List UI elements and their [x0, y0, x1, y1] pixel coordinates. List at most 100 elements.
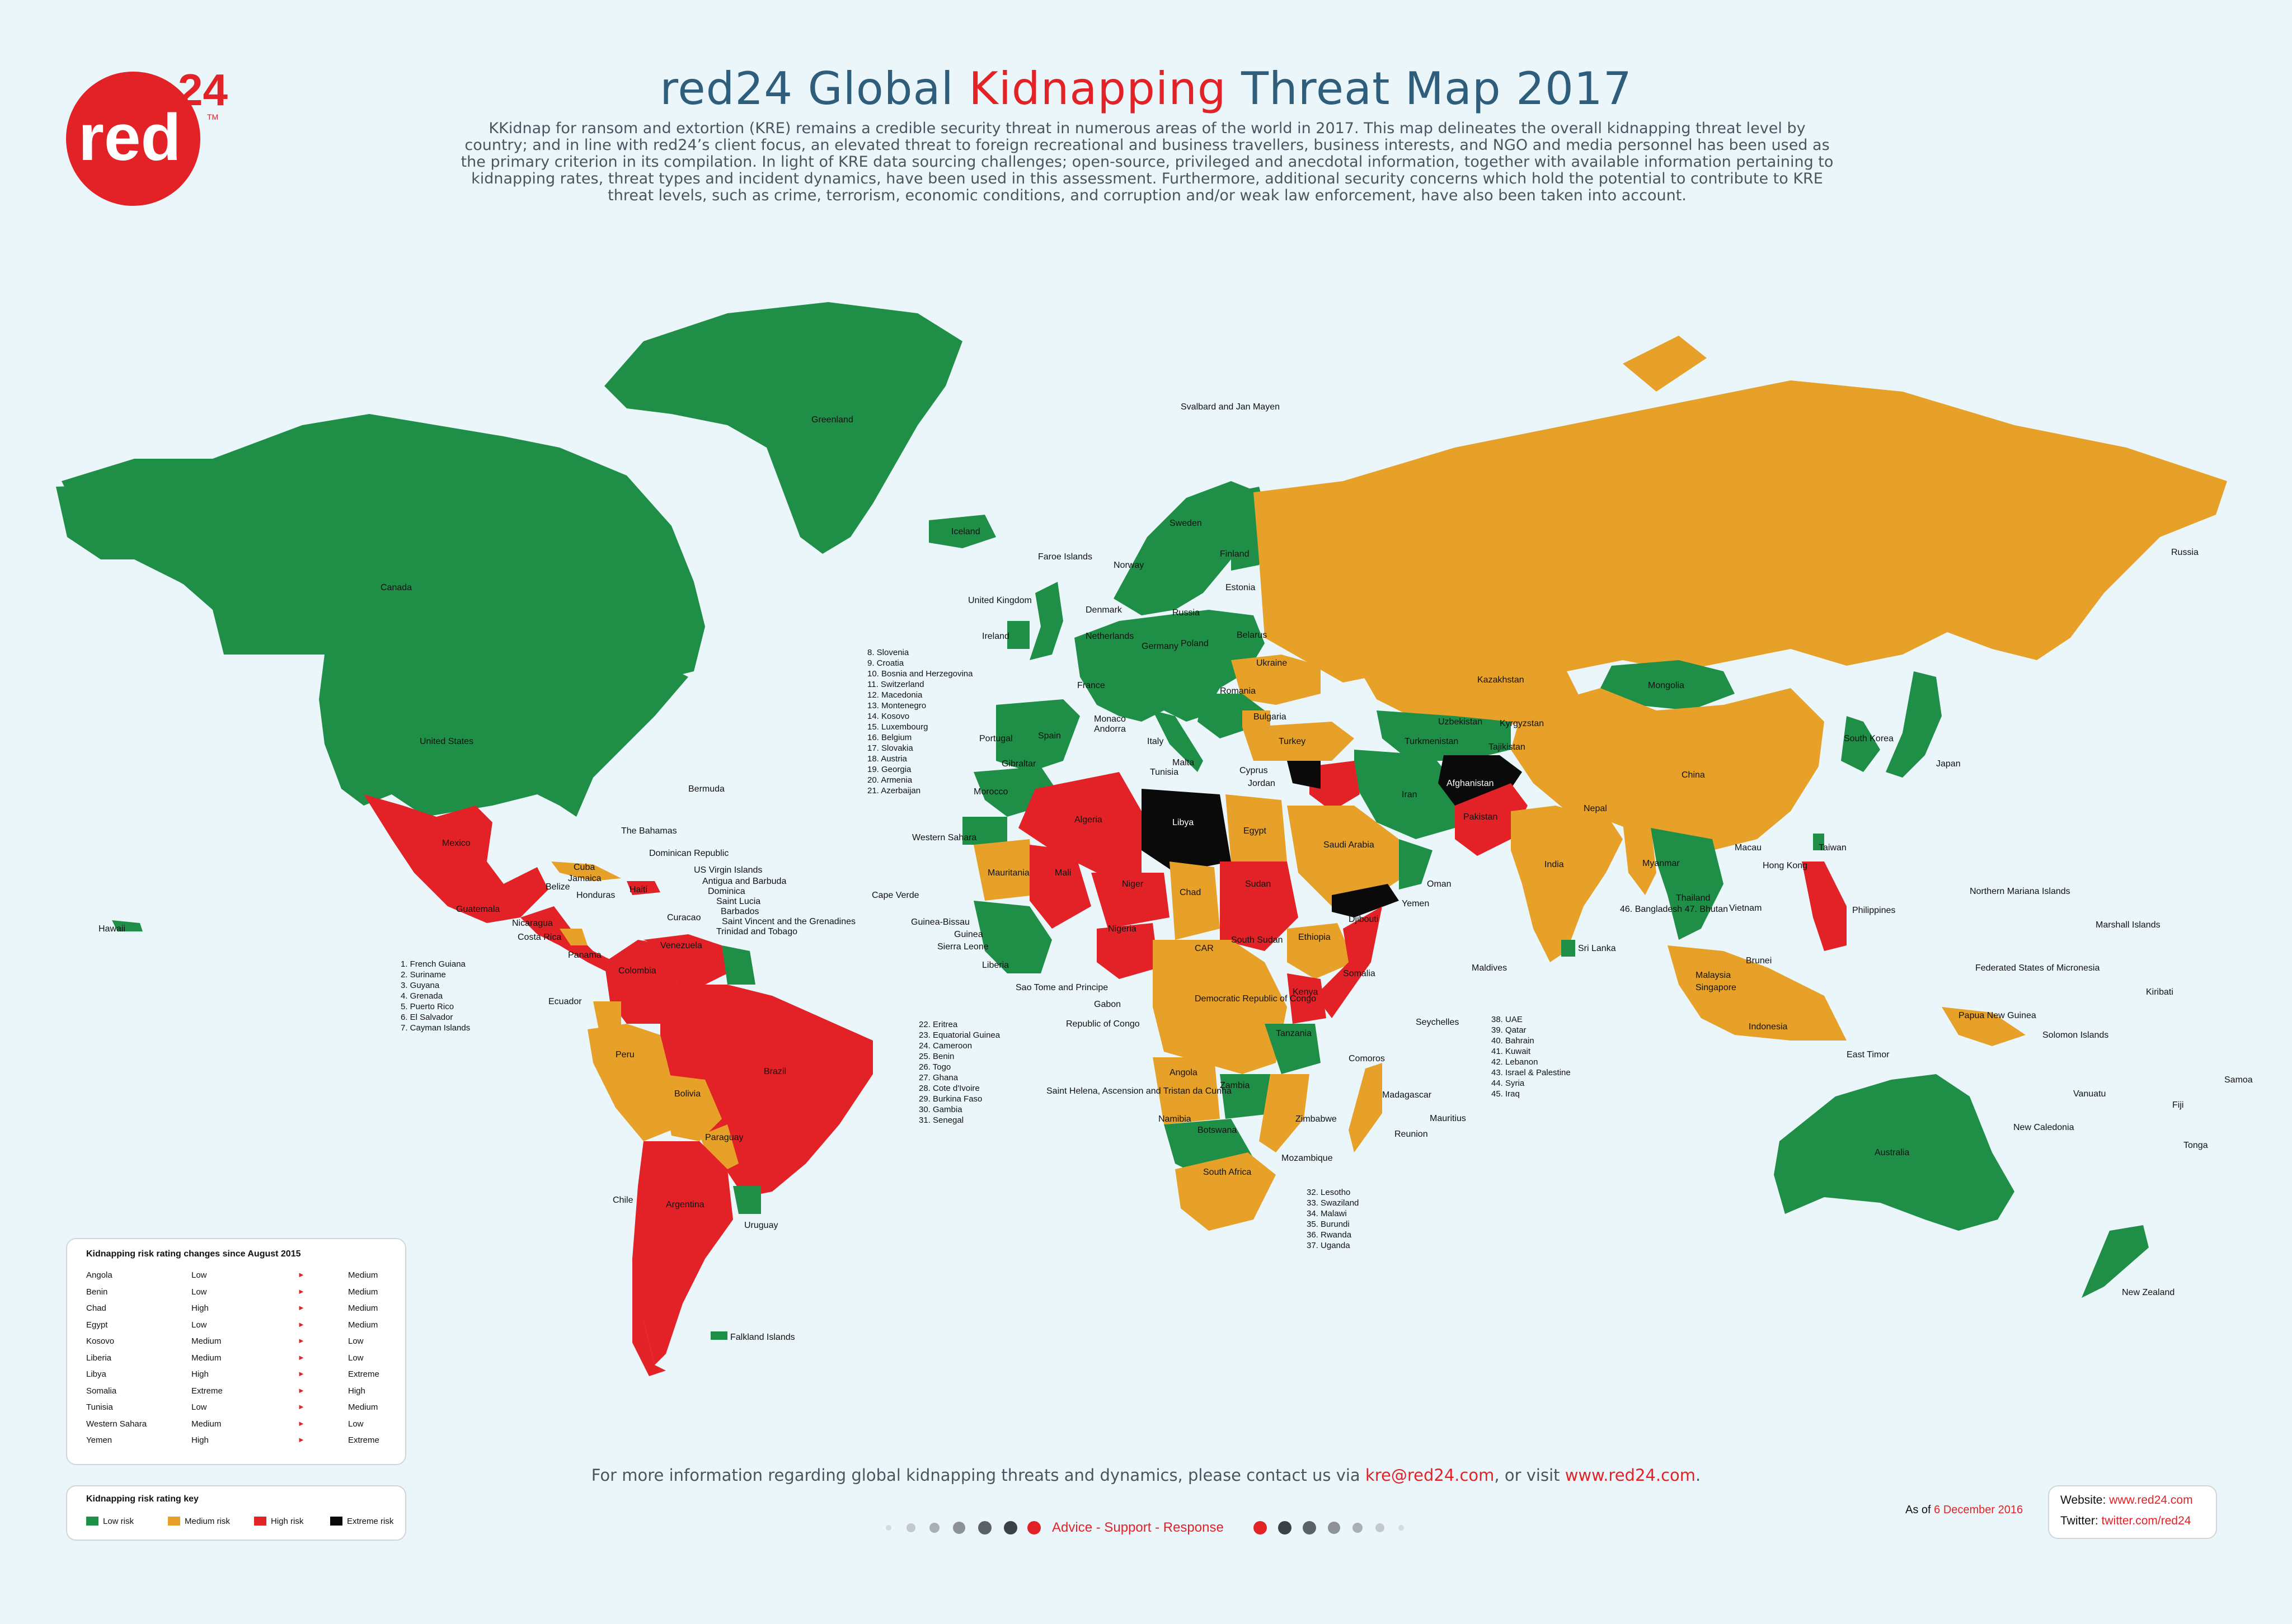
uruguay-shape [733, 1186, 761, 1214]
turkey-shape [1242, 722, 1354, 761]
iran-shape [1354, 750, 1455, 839]
risk-change-country: Chad [86, 1303, 106, 1313]
label-libya: Libya [1172, 818, 1194, 827]
risk-change-from: Low [191, 1270, 207, 1280]
label-liberia: Liberia [982, 961, 1009, 970]
label-uruguay: Uruguay [744, 1221, 778, 1230]
label-saudi-arabia: Saudi Arabia [1323, 840, 1374, 850]
arrow-right-icon: ► [298, 1369, 305, 1378]
label-botswana: Botswana [1197, 1126, 1237, 1135]
mozambique-shape [1259, 1074, 1309, 1152]
map-labels: Greenland Canada United States Hawaii Be… [98, 402, 2253, 1342]
logo-super: 24 [178, 66, 228, 115]
arrow-right-icon: ► [298, 1303, 305, 1312]
key-low: Low risk [86, 1517, 134, 1526]
website-link[interactable]: www.red24.com [1565, 1466, 1696, 1485]
label-us-virgin-islands: US Virgin Islands [694, 865, 762, 875]
label-marshall: Marshall Islands [2096, 920, 2161, 930]
mongolia-shape [1600, 660, 1735, 710]
label-car: CAR [1195, 944, 1214, 953]
risk-change-from: Low [191, 1287, 207, 1297]
label-micronesia: Federated States of Micronesia [1975, 963, 2100, 973]
label-fiji: Fiji [2172, 1100, 2183, 1110]
label-honduras: Honduras [576, 891, 615, 900]
arrow-right-icon: ► [298, 1336, 305, 1345]
label-india: India [1544, 860, 1564, 869]
label-chile: Chile [613, 1195, 633, 1205]
label-tanzania: Tanzania [1276, 1029, 1312, 1038]
label-trinidad: Trinidad and Tobago [716, 927, 797, 936]
paraguay-shape [699, 1124, 739, 1175]
label-poland: Poland [1181, 639, 1209, 648]
label-paraguay: Paraguay [705, 1133, 744, 1142]
label-hong-kong: Hong Kong [1763, 861, 1807, 870]
label-united-states: United States [420, 737, 473, 746]
label-papua: Papua New Guinea [1958, 1011, 2036, 1020]
cuba-shape [551, 862, 621, 881]
peru-shape [588, 1024, 671, 1141]
label-maldives: Maldives [1472, 963, 1507, 973]
label-zimbabwe: Zimbabwe [1295, 1114, 1337, 1124]
risk-change-to: Medium [348, 1303, 378, 1313]
label-kyrgyzstan: Kyrgyzstan [1500, 719, 1544, 728]
bulgaria-shape [1242, 710, 1270, 727]
risk-change-from: High [191, 1303, 209, 1313]
argentina-shape [644, 1141, 733, 1365]
contact-box: Website: www.red24.com Twitter: twitter.… [2048, 1485, 2217, 1539]
risk-change-to: Low [348, 1353, 364, 1363]
colombia-shape [604, 940, 677, 1024]
label-sri-lanka: Sri Lanka [1578, 944, 1616, 953]
russia-shape [1253, 380, 2227, 682]
korea-japan-shape [1841, 716, 1880, 772]
logo-tm: TM [207, 112, 218, 121]
risk-change-from: Medium [191, 1419, 222, 1429]
label-somalia: Somalia [1343, 969, 1375, 978]
label-barbados: Barbados [721, 907, 759, 916]
risk-change-row: Libya High ► Extreme [86, 1369, 400, 1385]
label-philippines: Philippines [1852, 906, 1895, 915]
label-mexico: Mexico [442, 839, 471, 848]
risk-change-row: Tunisia Low ► Medium [86, 1402, 400, 1418]
risk-change-from: Low [191, 1320, 207, 1330]
label-indonesia: Indonesia [1749, 1022, 1787, 1032]
email-link[interactable]: kre@red24.com [1365, 1466, 1495, 1485]
label-tonga: Tonga [2183, 1141, 2208, 1150]
label-japan: Japan [1936, 759, 1961, 769]
new-zealand-shape [2082, 1225, 2149, 1298]
arrow-right-icon: ► [298, 1320, 305, 1329]
contact-website-link[interactable]: www.red24.com [2109, 1494, 2193, 1507]
label-namibia: Namibia [1158, 1114, 1191, 1124]
label-tunisia: Tunisia [1150, 768, 1178, 777]
key-high-swatch [254, 1517, 266, 1526]
ethiopia-shape [1287, 923, 1354, 979]
iraq-syria-shape [1309, 761, 1360, 811]
label-belize: Belize [546, 882, 570, 892]
label-finland: Finland [1220, 549, 1249, 559]
oman-shape [1399, 839, 1432, 889]
label-vanuatu: Vanuatu [2073, 1089, 2106, 1099]
label-morocco: Morocco [974, 787, 1008, 797]
central-africa-shape [1153, 940, 1287, 1074]
label-guatemala: Guatemala [456, 905, 500, 914]
sudan-shape [1220, 862, 1298, 951]
risk-change-country: Egypt [86, 1320, 108, 1330]
contact-twitter-link[interactable]: twitter.com/red24 [2101, 1514, 2191, 1527]
label-colombia: Colombia [618, 966, 656, 976]
label-italy: Italy [1147, 737, 1163, 746]
key-extreme: Extreme risk [330, 1517, 393, 1526]
label-turkmenistan: Turkmenistan [1405, 737, 1458, 746]
label-jamaica: Jamaica [568, 874, 602, 883]
label-sierra-leone: Sierra Leone [937, 942, 989, 952]
libya-shape [1142, 789, 1231, 873]
europe-mainland-shape [1074, 610, 1265, 722]
alaska-shape [56, 481, 218, 604]
numbered-list-west-africa: 22. Eritrea 23. Equatorial Guinea 24. Came… [919, 1020, 1001, 1125]
label-northern-mariana: Northern Mariana Islands [1970, 887, 2070, 896]
label-yemen: Yemen [1402, 899, 1429, 909]
label-kazakhstan: Kazakhstan [1477, 675, 1524, 685]
label-curacao: Curacao [667, 913, 701, 922]
japan-shape [1886, 671, 1942, 778]
footer-contact: For more information regarding global ki… [591, 1466, 1701, 1485]
label-tajikistan: Tajikistan [1488, 742, 1525, 752]
label-iceland: Iceland [951, 527, 980, 536]
